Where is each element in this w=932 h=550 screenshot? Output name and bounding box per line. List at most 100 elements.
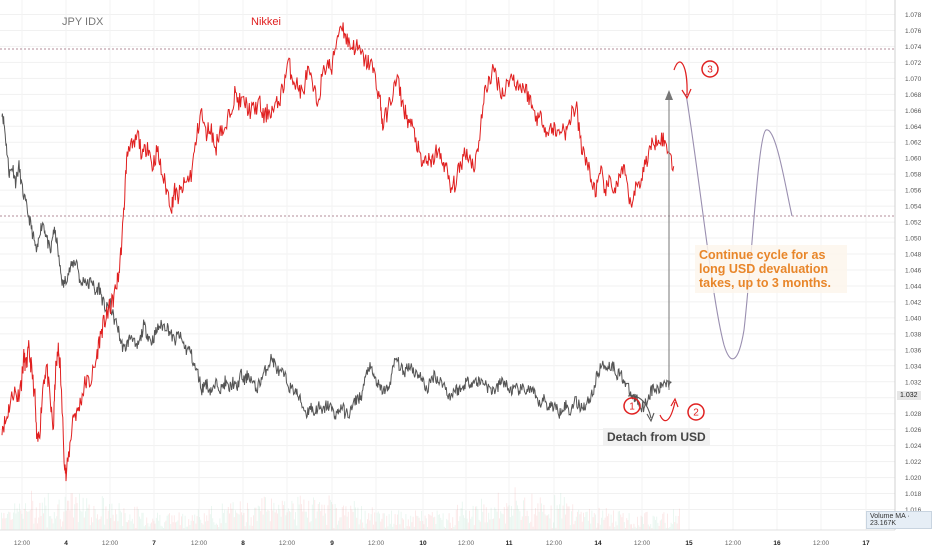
volume-bar bbox=[158, 520, 160, 530]
volume-bar bbox=[35, 507, 37, 530]
volume-bar bbox=[1, 512, 2, 530]
volume-bar bbox=[501, 513, 503, 530]
volume-bar bbox=[513, 509, 515, 530]
volume-bar bbox=[59, 519, 61, 530]
volume-bar bbox=[419, 521, 421, 530]
y-tick-label: 1.062 bbox=[905, 140, 922, 147]
volume-bar bbox=[297, 496, 299, 530]
volume-bar bbox=[273, 502, 275, 530]
volume-bar bbox=[556, 505, 558, 530]
volume-bar bbox=[537, 503, 539, 530]
volume-bar bbox=[374, 512, 376, 530]
volume-bar bbox=[269, 521, 271, 530]
volume-bar bbox=[640, 515, 642, 530]
volume-bar bbox=[679, 508, 680, 530]
y-tick-label: 1.036 bbox=[905, 347, 922, 354]
volume-bar bbox=[56, 516, 58, 530]
volume-bar bbox=[514, 487, 516, 530]
volume-bar bbox=[519, 511, 521, 530]
volume-bar bbox=[368, 513, 370, 530]
volume-bar bbox=[575, 516, 577, 530]
volume-bar bbox=[536, 515, 538, 530]
volume-bar bbox=[214, 524, 216, 530]
volume-bar bbox=[292, 503, 294, 530]
volume-bar bbox=[241, 512, 242, 530]
volume-bar bbox=[622, 513, 624, 530]
volume-bar bbox=[531, 493, 533, 530]
volume-bar bbox=[65, 510, 67, 530]
volume-bar bbox=[471, 516, 473, 530]
x-tick-label: 14 bbox=[594, 540, 602, 547]
volume-bar bbox=[154, 523, 156, 530]
volume-bar bbox=[627, 520, 629, 530]
volume-bar bbox=[467, 522, 469, 530]
volume-bar bbox=[191, 515, 193, 530]
volume-bar bbox=[621, 517, 623, 530]
volume-bar bbox=[657, 522, 659, 530]
volume-bar bbox=[271, 498, 272, 530]
volume-bar bbox=[22, 518, 24, 530]
volume-bar bbox=[430, 515, 432, 530]
volume-bar bbox=[202, 524, 204, 530]
volume-bar bbox=[92, 522, 94, 530]
volume-bar bbox=[674, 522, 676, 530]
volume-bar bbox=[569, 525, 571, 530]
volume-bar bbox=[94, 509, 96, 530]
volume-bar bbox=[661, 519, 662, 530]
volume-bar bbox=[164, 522, 166, 530]
volume-bar bbox=[403, 519, 404, 530]
volume-bar bbox=[409, 526, 410, 530]
volume-bar bbox=[508, 505, 510, 530]
volume-bar bbox=[545, 515, 547, 530]
volume-bar bbox=[610, 514, 612, 530]
volume-bar bbox=[393, 523, 395, 530]
volume-bar bbox=[637, 516, 638, 530]
volume-bar bbox=[201, 523, 203, 530]
volume-bar bbox=[365, 523, 367, 530]
volume-bar bbox=[104, 524, 106, 530]
y-tick-label: 1.042 bbox=[905, 299, 922, 306]
up-arrow-head bbox=[665, 90, 673, 100]
volume-bar bbox=[219, 518, 221, 530]
volume-bar bbox=[443, 526, 445, 530]
volume-bar bbox=[149, 523, 151, 530]
volume-bar bbox=[69, 510, 71, 530]
x-tick-label: 16 bbox=[773, 540, 781, 547]
volume-bar bbox=[339, 517, 341, 530]
volume-bar bbox=[314, 499, 316, 530]
volume-bar bbox=[649, 526, 650, 530]
volume-bar bbox=[251, 525, 253, 530]
volume-bar bbox=[417, 516, 419, 530]
volume-bar bbox=[298, 504, 300, 530]
volume-bar bbox=[547, 515, 548, 530]
volume-bar bbox=[212, 518, 214, 530]
y-tick-label: 1.028 bbox=[905, 411, 922, 418]
marker-3-label: 3 bbox=[707, 65, 713, 76]
volume-bar bbox=[194, 514, 196, 530]
volume-bar bbox=[63, 511, 65, 530]
volume-bar bbox=[579, 514, 581, 530]
volume-bar bbox=[281, 500, 283, 530]
volume-bar bbox=[472, 505, 474, 530]
volume-bar bbox=[334, 504, 336, 530]
volume-bar bbox=[424, 515, 426, 530]
volume-bar bbox=[383, 513, 385, 530]
volume-bar bbox=[376, 512, 378, 530]
volume-bar bbox=[75, 497, 77, 530]
volume-bar bbox=[466, 518, 468, 530]
y-tick-label: 1.024 bbox=[905, 443, 922, 450]
volume-bar bbox=[542, 511, 544, 530]
volume-bar bbox=[655, 519, 656, 530]
volume-bar bbox=[337, 524, 338, 530]
volume-bar bbox=[410, 515, 412, 530]
volume-bar bbox=[625, 527, 626, 530]
volume-bar bbox=[64, 496, 66, 530]
volume-bar bbox=[173, 515, 175, 530]
volume-bar bbox=[319, 502, 320, 530]
volume-bar bbox=[550, 505, 552, 530]
volume-bar bbox=[363, 527, 365, 530]
volume-bar bbox=[123, 508, 125, 530]
volume-bar bbox=[128, 520, 130, 530]
y-tick-label: 1.074 bbox=[905, 44, 922, 51]
volume-bar bbox=[142, 512, 144, 530]
